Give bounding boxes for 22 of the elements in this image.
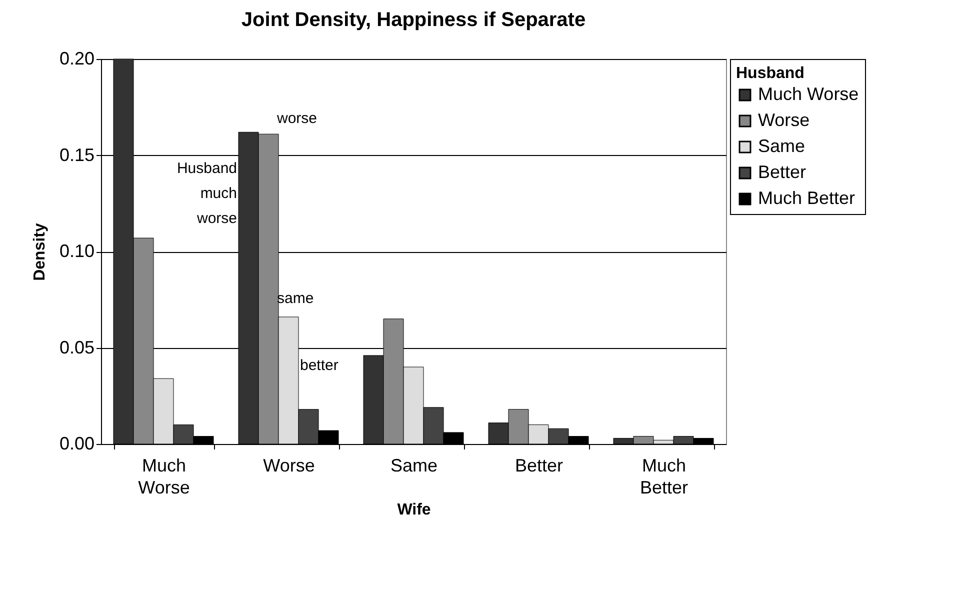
annotation: Husband much worse (176, 160, 237, 227)
annotation: worse (276, 110, 318, 127)
legend-label: Much Better (758, 188, 856, 208)
x-tick-label: Same (390, 456, 438, 476)
y-tick-label: 0.05 (59, 337, 94, 358)
chart-title: Joint Density, Happiness if Separate (241, 9, 586, 31)
x-tick-label: Much Better (640, 456, 688, 498)
y-axis-title: Density (31, 223, 48, 281)
legend-label: Same (758, 136, 806, 156)
y-tick-label: 0.20 (59, 48, 94, 68)
x-tick-label: Better (514, 456, 564, 476)
x-tick-label: Worse (263, 456, 315, 476)
legend-label: Much Worse (758, 84, 859, 104)
x-tick-label: Much Worse (138, 456, 190, 498)
annotation: better (300, 357, 338, 374)
y-tick-label: 0.15 (59, 144, 94, 165)
y-tick-label: 0.00 (59, 434, 94, 454)
legend-label: Better (758, 162, 806, 182)
y-tick-label: 0.10 (59, 241, 94, 261)
legend-label: Worse (758, 110, 810, 130)
x-axis-title: Wife (397, 502, 431, 518)
legend-title: Husband (736, 65, 804, 82)
